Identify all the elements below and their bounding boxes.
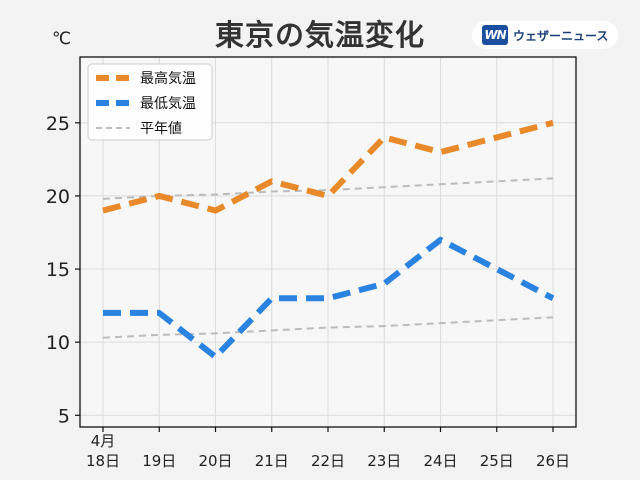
legend-box (87, 63, 213, 141)
x-tick-label: 22日 (311, 452, 345, 470)
series-line-1 (102, 119, 554, 214)
x-tick-label: 20日 (198, 452, 232, 470)
x-tick-label: 24日 (423, 452, 457, 470)
x-tick-label: 21日 (255, 452, 289, 470)
series-line-4 (102, 316, 554, 339)
x-tick-label: 25日 (480, 452, 514, 470)
weathernews-logo-icon: WN (482, 25, 508, 45)
y-axis-unit: ℃ (52, 29, 72, 49)
x-month-label: 4月 (91, 432, 116, 450)
axes: 5 10 15 20 25 18日 19日 20日 21日 22日 23日 24日 25日 26日 4月 (46, 113, 570, 470)
x-tick-label: 23日 (367, 452, 401, 470)
brand-name: ウェザーニュース (513, 28, 609, 43)
y-tick-label: 20 (46, 186, 70, 208)
y-tick-label: 25 (46, 113, 70, 135)
x-tick-label: 26日 (536, 452, 570, 470)
x-tick-label: 19日 (142, 452, 176, 470)
y-tick-label: 15 (46, 259, 70, 281)
brand-badge: WN ウェザーニュース (472, 21, 618, 49)
chart-title: 東京の気温変化 (214, 18, 425, 52)
legend-label: 平年値 (140, 121, 182, 137)
series-line-3 (102, 177, 554, 200)
series-lines (102, 119, 555, 360)
legend-label: 最高気温 (140, 70, 196, 87)
series-line-2 (103, 236, 555, 360)
x-tick-label: 18日 (86, 452, 120, 470)
y-tick-label: 10 (46, 332, 70, 354)
legend-label: 最低気温 (140, 96, 196, 112)
y-tick-label: 5 (58, 405, 70, 427)
